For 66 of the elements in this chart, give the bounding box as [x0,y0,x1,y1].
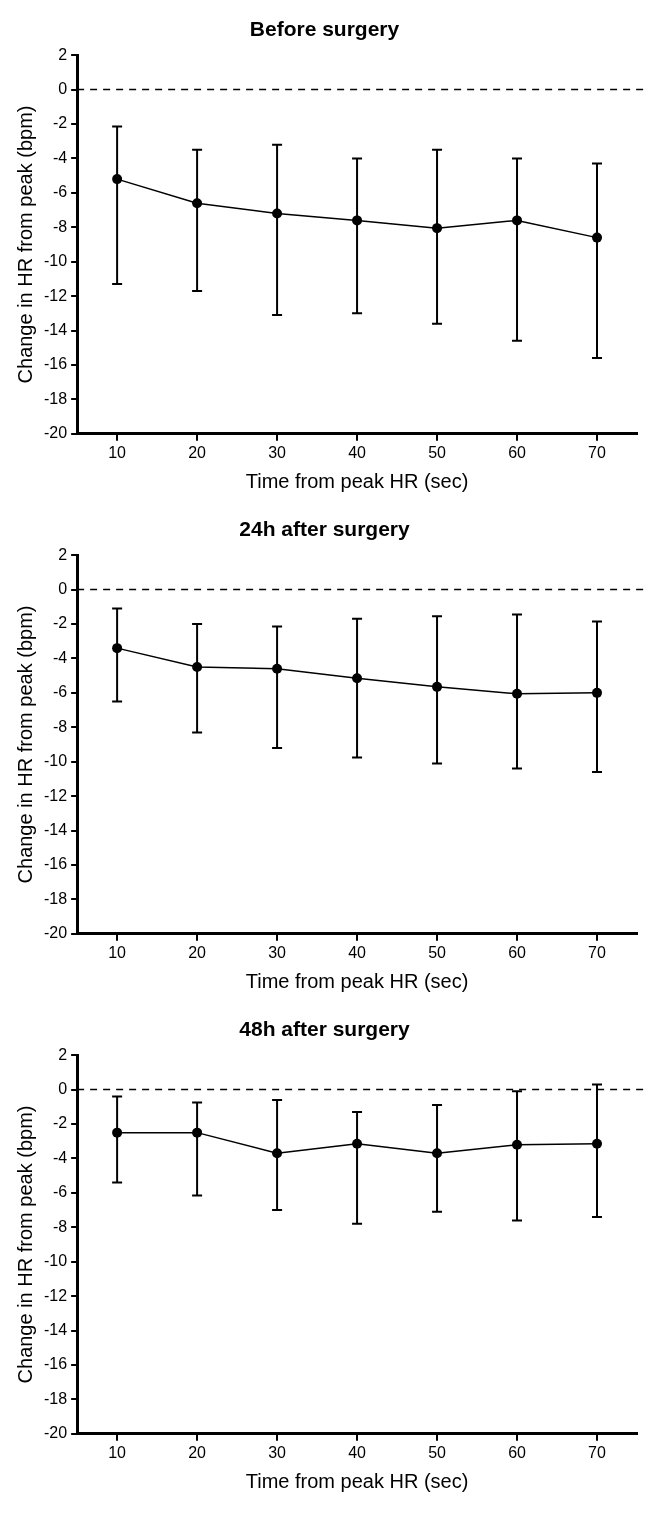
y-tick-label: -20 [44,424,68,442]
y-tick-label: -8 [52,217,68,235]
x-tick-label: 40 [348,443,367,461]
y-tick-label: -4 [52,148,68,166]
x-tick-label: 70 [588,1443,607,1461]
x-tick-label: 60 [508,943,527,961]
y-tick-label: -6 [52,683,68,701]
x-tick-label: 70 [588,943,607,961]
x-tick-label: 60 [508,443,527,461]
x-tick-label: 10 [108,443,127,461]
x-tick-label: 20 [188,1443,207,1461]
y-tick-label: -2 [52,614,68,632]
x-tick-label: 30 [268,1443,287,1461]
y-tick-label: -12 [44,786,68,804]
x-axis-title: Time from peak HR (sec) [245,469,469,492]
y-tick-label: -20 [44,1424,68,1442]
y-tick-label: -20 [44,924,68,942]
x-tick-label: 10 [108,943,127,961]
chart-title: 24h after surgery [239,517,411,541]
x-tick-label: 20 [188,443,207,461]
y-tick-label: -8 [52,1217,68,1235]
chart-title: 48h after surgery [239,1017,411,1041]
y-tick-label: -18 [44,1389,68,1407]
x-tick-label: 20 [188,943,207,961]
y-tick-label: -18 [44,389,68,407]
x-tick-label: 30 [268,943,287,961]
x-axis-title: Time from peak HR (sec) [245,969,469,992]
x-tick-label: 40 [348,1443,367,1461]
x-tick-label: 50 [428,943,447,961]
y-tick-label: -8 [52,717,68,735]
y-tick-label: -2 [52,114,68,132]
y-axis-title: Change in HR from peak (bpm) [13,105,36,384]
y-tick-label: -12 [44,1286,68,1304]
y-tick-label: 0 [58,1080,68,1098]
y-tick-label: -10 [44,1252,68,1270]
y-tick-label: -10 [44,252,68,270]
x-tick-label: 30 [268,443,287,461]
x-tick-label: 60 [508,1443,527,1461]
y-tick-label: -2 [52,1114,68,1132]
y-tick-label: -18 [44,889,68,907]
y-tick-label: -4 [52,1148,68,1166]
chart-title: Before surgery [249,17,400,41]
y-tick-label: -14 [44,820,68,838]
y-tick-label: -16 [44,355,68,373]
y-tick-label: -12 [44,286,68,304]
y-tick-label: 2 [58,545,68,563]
y-axis-title: Change in HR from peak (bpm) [13,605,36,884]
x-tick-label: 10 [108,1443,127,1461]
y-tick-label: -16 [44,1355,68,1373]
y-tick-label: -6 [52,1183,68,1201]
x-tick-label: 40 [348,943,367,961]
x-tick-label: 50 [428,1443,447,1461]
y-tick-label: 2 [58,45,68,63]
y-tick-label: -14 [44,320,68,338]
y-tick-label: 0 [58,80,68,98]
y-tick-label: 2 [58,1045,68,1063]
x-tick-label: 70 [588,443,607,461]
y-tick-label: -6 [52,183,68,201]
y-axis-title: Change in HR from peak (bpm) [13,1105,36,1384]
x-axis-title: Time from peak HR (sec) [245,1469,469,1492]
y-tick-label: -14 [44,1320,68,1338]
y-tick-label: -4 [52,648,68,666]
x-tick-label: 50 [428,443,447,461]
y-tick-label: 0 [58,580,68,598]
y-tick-label: -10 [44,752,68,770]
y-tick-label: -16 [44,855,68,873]
